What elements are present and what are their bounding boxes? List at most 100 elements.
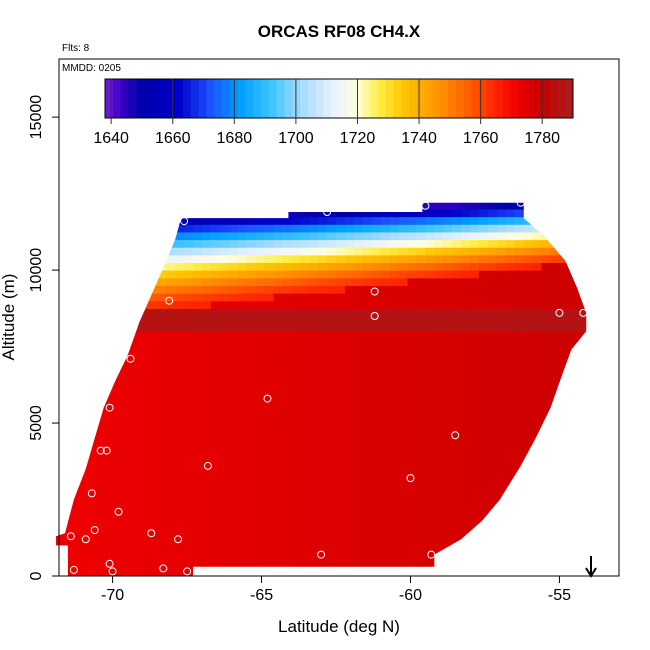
heatmap-cell — [318, 476, 328, 485]
heatmap-cell — [291, 438, 301, 447]
heatmap-cell — [380, 369, 391, 378]
heatmap-cell — [255, 553, 266, 562]
heatmap-cell — [193, 315, 203, 325]
heatmap-cell — [184, 484, 194, 493]
heatmap-cell — [487, 407, 498, 416]
heatmap-cell — [416, 224, 426, 233]
heatmap-cell — [264, 430, 275, 439]
heatmap-cell — [157, 553, 167, 562]
heatmap-cell — [291, 468, 301, 478]
heatmap-cell — [425, 514, 435, 524]
heatmap-cell — [371, 476, 382, 485]
heatmap-cell — [184, 308, 194, 317]
heatmap-cell — [470, 361, 480, 371]
heatmap-cell — [327, 407, 337, 416]
heatmap-cell — [139, 461, 149, 470]
heatmap-cell — [380, 262, 391, 271]
heatmap-cell — [201, 239, 212, 248]
heatmap-cell — [201, 514, 212, 524]
heatmap-cell — [255, 354, 266, 363]
heatmap-cell — [85, 568, 96, 577]
heatmap-cell — [541, 270, 552, 279]
heatmap-cell — [568, 308, 578, 317]
heatmap-cell — [532, 300, 543, 309]
heatmap-cell — [407, 438, 418, 447]
heatmap-cell — [523, 354, 534, 363]
heatmap-cell — [56, 315, 60, 325]
heatmap-cell — [112, 407, 123, 416]
colorbar-swatch — [112, 79, 122, 118]
heatmap-cell — [255, 277, 266, 286]
heatmap-cell — [327, 277, 337, 286]
heatmap-cell — [282, 476, 292, 485]
heatmap-cell — [550, 346, 561, 355]
heatmap-cell — [434, 461, 444, 470]
heatmap-cell — [157, 415, 167, 424]
heatmap-cell — [94, 453, 105, 462]
heatmap-cell — [175, 346, 185, 355]
heatmap-cell — [550, 293, 561, 302]
heatmap-cell — [237, 262, 248, 271]
heatmap-cell — [201, 468, 212, 478]
heatmap-cell — [273, 400, 284, 409]
heatmap-cell — [425, 438, 435, 447]
heatmap-cell — [487, 484, 498, 493]
heatmap-cell — [291, 346, 301, 355]
colorbar-swatch — [510, 79, 519, 118]
heatmap-cell — [130, 553, 141, 562]
heatmap-cell — [94, 484, 105, 493]
heatmap-cell — [425, 545, 435, 554]
heatmap-cell — [282, 438, 292, 447]
heatmap-cell — [425, 407, 435, 416]
heatmap-cell — [300, 499, 310, 508]
heatmap-cell — [487, 346, 498, 355]
heatmap-cell — [264, 262, 275, 271]
heatmap-cell — [389, 453, 400, 462]
colorbar-swatch — [261, 79, 270, 118]
heatmap-cell — [336, 239, 346, 248]
heatmap-cell — [273, 338, 284, 348]
heatmap-cell — [336, 453, 346, 462]
heatmap-cell — [282, 323, 292, 332]
heatmap-cell — [237, 560, 248, 569]
heatmap-cell — [309, 285, 319, 294]
heatmap-cell — [139, 369, 149, 378]
colorbar-swatch — [268, 79, 278, 118]
heatmap-cell — [353, 522, 364, 531]
heatmap-cell — [291, 208, 301, 218]
heatmap-cell — [157, 522, 167, 531]
heatmap-cell — [470, 484, 480, 493]
heatmap-cell — [112, 476, 123, 485]
heatmap-cell — [56, 384, 60, 394]
heatmap-cell — [148, 407, 158, 416]
heatmap-cell — [184, 346, 194, 355]
heatmap-cell — [389, 247, 400, 256]
colorbar-swatch — [471, 79, 480, 118]
heatmap-cell — [228, 392, 239, 401]
heatmap-cell — [318, 331, 328, 340]
heatmap-cell — [309, 277, 319, 286]
heatmap-cell — [309, 407, 319, 416]
heatmap-cell — [157, 277, 167, 286]
heatmap-cell — [479, 392, 489, 401]
heatmap-cell — [273, 384, 284, 394]
heatmap-cell — [416, 293, 426, 302]
heatmap-cell — [184, 445, 194, 455]
heatmap-cell — [175, 377, 185, 386]
heatmap-cell — [344, 553, 355, 562]
heatmap-cell — [496, 270, 507, 279]
heatmap-cell — [353, 384, 364, 394]
heatmap-cell — [532, 407, 543, 416]
heatmap-cell — [300, 216, 310, 225]
heatmap-cell — [166, 499, 176, 508]
heatmap-cell — [362, 377, 373, 386]
heatmap-cell — [380, 346, 391, 355]
heatmap-cell — [193, 331, 203, 340]
heatmap-cell — [568, 323, 578, 332]
heatmap-cell — [550, 323, 561, 332]
heatmap-cell — [470, 308, 480, 317]
heatmap-cell — [336, 377, 346, 386]
heatmap-cell — [389, 323, 400, 332]
heatmap-cell — [407, 331, 418, 340]
heatmap-cell — [130, 392, 141, 401]
